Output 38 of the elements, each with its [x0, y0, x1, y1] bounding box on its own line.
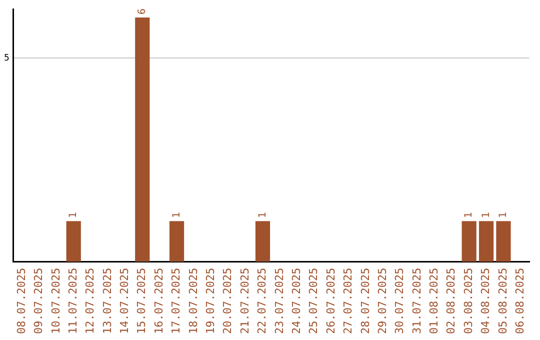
x-tick-label: 06.08.2025 — [514, 268, 527, 334]
x-tick-label: 17.07.2025 — [170, 268, 183, 334]
x-tick-label: 27.07.2025 — [342, 268, 355, 334]
x-tick-label: 02.08.2025 — [444, 268, 458, 334]
x-tick-label: 24.07.2025 — [290, 268, 303, 334]
x-tick-label: 30.07.2025 — [393, 268, 406, 334]
x-tick-label: 13.07.2025 — [100, 268, 114, 334]
x-tick-label: 12.07.2025 — [84, 268, 97, 334]
x-tick-label: 29.07.2025 — [376, 268, 389, 334]
x-tick-label: 04.08.2025 — [479, 268, 492, 334]
x-tick-label: 18.07.2025 — [186, 268, 200, 334]
x-tick-label: 10.07.2025 — [49, 268, 62, 334]
x-tick-label: 19.07.2025 — [204, 268, 218, 334]
data-label: 1 — [498, 212, 510, 218]
data-label: 1 — [68, 212, 80, 218]
x-tick-label: 09.07.2025 — [32, 268, 46, 334]
x-tick-label: 26.07.2025 — [324, 268, 338, 334]
x-tick-label: 31.07.2025 — [410, 268, 424, 334]
x-tick-label: 11.07.2025 — [66, 268, 80, 334]
x-tick-label: 28.07.2025 — [358, 268, 372, 334]
x-tick-label: 23.07.2025 — [272, 268, 286, 334]
data-label: 6 — [136, 8, 148, 15]
x-tick-label: 22.07.2025 — [256, 268, 269, 334]
x-tick-label: 14.07.2025 — [118, 268, 132, 334]
x-tick-label: 05.08.2025 — [496, 268, 510, 334]
x-tick-label: 15.07.2025 — [135, 268, 148, 334]
x-tick-label: 08.07.2025 — [14, 268, 28, 334]
x-tick-label: 03.08.2025 — [462, 268, 475, 334]
data-label: 1 — [464, 212, 475, 218]
x-tick-label: 16.07.2025 — [152, 268, 166, 334]
x-tick-label: 25.07.2025 — [307, 268, 320, 334]
data-label: 1 — [171, 212, 182, 218]
x-tick-label: 21.07.2025 — [238, 268, 252, 334]
data-label: 1 — [257, 212, 268, 218]
x-tick-label: 01.08.2025 — [428, 268, 441, 334]
x-tick-label: 20.07.2025 — [221, 268, 234, 334]
data-label: 1 — [480, 212, 492, 218]
y-tick-label: 5 — [4, 54, 10, 64]
